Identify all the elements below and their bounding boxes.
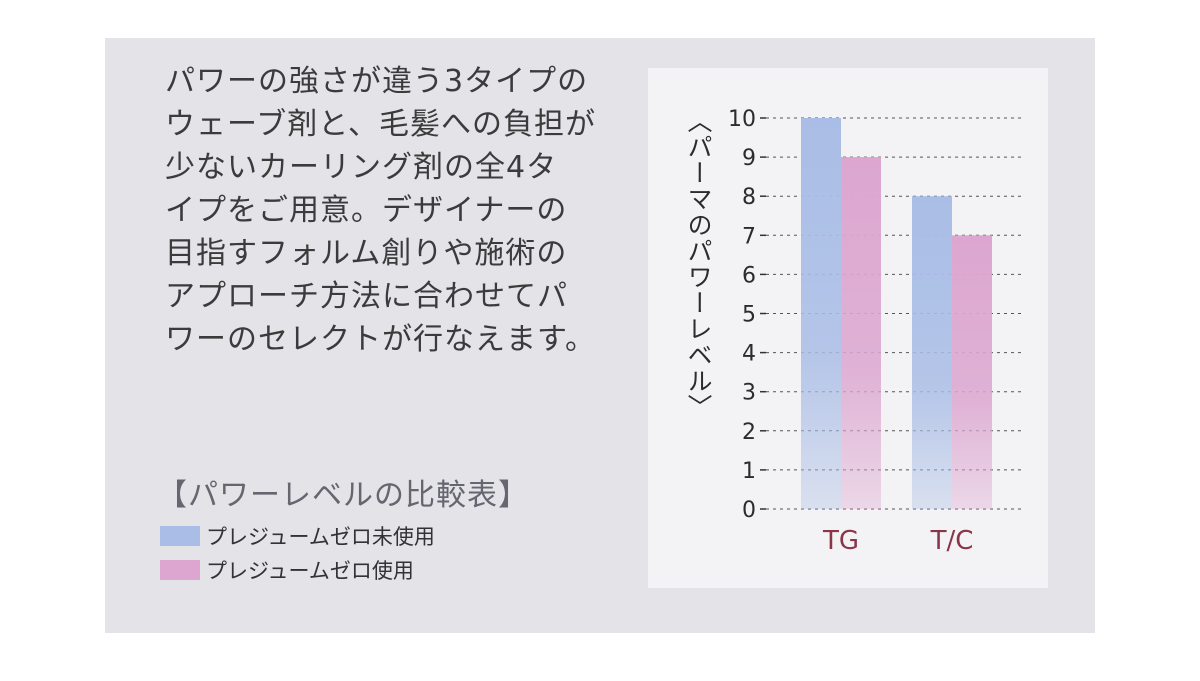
legend-item-used: プレジュームゼロ使用 [160,554,435,586]
description-line: パワーの強さが違う3タイプの [165,64,589,99]
chart-panel: 〈パーマのパワーレベル〉 0 1 2 3 4 5 6 7 8 9 10 TG T/C [648,68,1048,588]
bar-unused-tc [912,196,952,509]
y-tick-label: 4 [742,342,756,367]
y-tick-label: 1 [742,459,756,484]
x-category-label: T/C [930,526,974,556]
description-line: ワーのセレクトが行なえます。 [165,322,596,357]
y-tick-label: 7 [742,224,756,249]
bar-chart: 0 1 2 3 4 5 6 7 8 9 10 TG T/C [728,107,1023,556]
info-card: パワーの強さが違う3タイプの ウェーブ剤と、毛髪への負担が 少ないカーリング剤の… [105,38,1095,633]
y-axis-label: 〈パーマのパワーレベル〉 [684,108,713,420]
description-paragraph: パワーの強さが違う3タイプの ウェーブ剤と、毛髪への負担が 少ないカーリング剤の… [165,60,635,361]
y-tick-label: 9 [742,146,756,171]
y-tick-label: 10 [728,107,756,132]
y-tick-label: 8 [742,185,756,210]
description-line: アプローチ方法に合わせてパ [165,279,568,314]
legend-title: 【パワーレベルの比較表】 [157,478,529,513]
description-line: ウェーブ剤と、毛髪への負担が [165,107,596,142]
legend-swatch-unused [160,526,200,546]
bar-used-tc [952,235,992,510]
legend-label-used: プレジュームゼロ使用 [206,559,414,583]
description-line: 少ないカーリング剤の全4タ [165,150,558,185]
x-category-label: TG [822,526,859,556]
y-tick-label: 2 [742,420,756,445]
legend-label-unused: プレジュームゼロ未使用 [206,525,435,549]
y-tick-label: 5 [742,303,756,328]
description-line: イプをご用意。デザイナーの [165,193,568,228]
description-line: 目指すフォルム創りや施術の [165,236,568,271]
bar-unused-tg [801,118,841,509]
bar-used-tg [841,157,881,509]
y-tick-label: 0 [742,498,756,523]
legend-item-unused: プレジュームゼロ未使用 [160,520,435,552]
y-tick-label: 6 [742,263,756,288]
legend-swatch-used [160,560,200,580]
chart-legend: プレジュームゼロ未使用 プレジュームゼロ使用 [160,520,435,588]
y-tick-label: 3 [742,381,756,406]
